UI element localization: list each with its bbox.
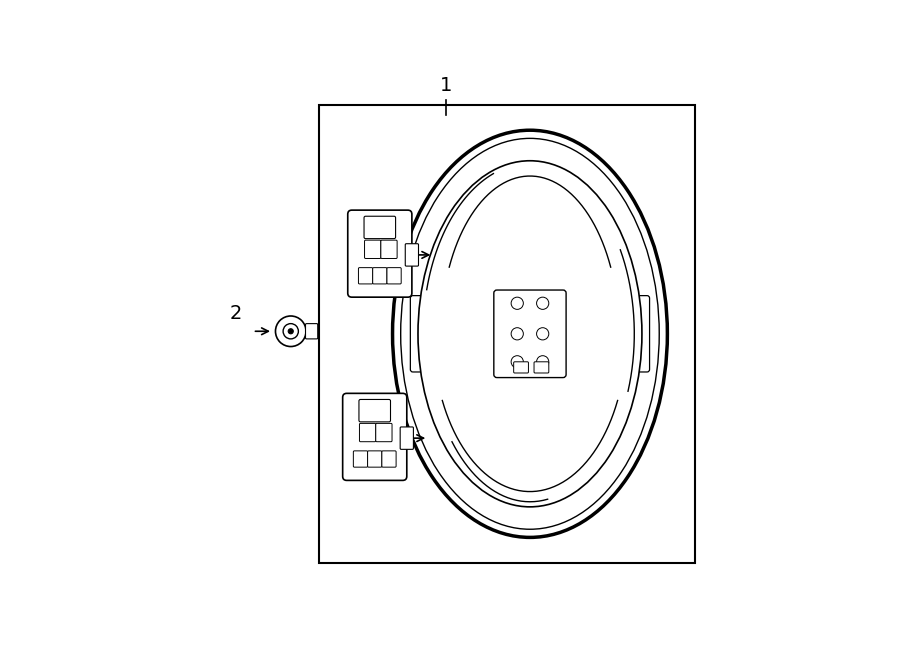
Circle shape [511, 297, 523, 309]
Text: 4: 4 [464, 251, 476, 270]
Circle shape [288, 329, 293, 334]
Text: 2: 2 [230, 304, 242, 323]
FancyBboxPatch shape [400, 427, 413, 449]
Ellipse shape [418, 161, 642, 507]
FancyBboxPatch shape [347, 210, 412, 297]
FancyBboxPatch shape [534, 362, 549, 373]
Circle shape [284, 324, 299, 339]
FancyBboxPatch shape [382, 451, 396, 467]
Circle shape [511, 328, 523, 340]
FancyBboxPatch shape [410, 295, 444, 372]
Circle shape [511, 356, 523, 368]
FancyBboxPatch shape [358, 268, 373, 284]
Text: 3: 3 [464, 444, 476, 463]
FancyBboxPatch shape [514, 362, 528, 373]
FancyBboxPatch shape [359, 399, 391, 422]
FancyBboxPatch shape [359, 424, 375, 442]
FancyBboxPatch shape [387, 268, 401, 284]
FancyBboxPatch shape [375, 424, 392, 442]
Circle shape [536, 297, 549, 309]
FancyBboxPatch shape [367, 451, 382, 467]
FancyBboxPatch shape [305, 324, 318, 339]
FancyBboxPatch shape [354, 451, 367, 467]
FancyBboxPatch shape [616, 295, 650, 372]
FancyBboxPatch shape [343, 393, 407, 481]
FancyBboxPatch shape [405, 244, 418, 266]
Text: 1: 1 [440, 75, 452, 95]
Ellipse shape [392, 130, 668, 537]
FancyBboxPatch shape [373, 268, 387, 284]
Ellipse shape [400, 138, 659, 529]
Circle shape [275, 316, 306, 346]
Circle shape [536, 328, 549, 340]
FancyBboxPatch shape [494, 290, 566, 377]
Bar [319, 104, 696, 563]
FancyBboxPatch shape [364, 240, 381, 258]
FancyBboxPatch shape [364, 216, 396, 239]
FancyBboxPatch shape [381, 240, 397, 258]
Circle shape [536, 356, 549, 368]
